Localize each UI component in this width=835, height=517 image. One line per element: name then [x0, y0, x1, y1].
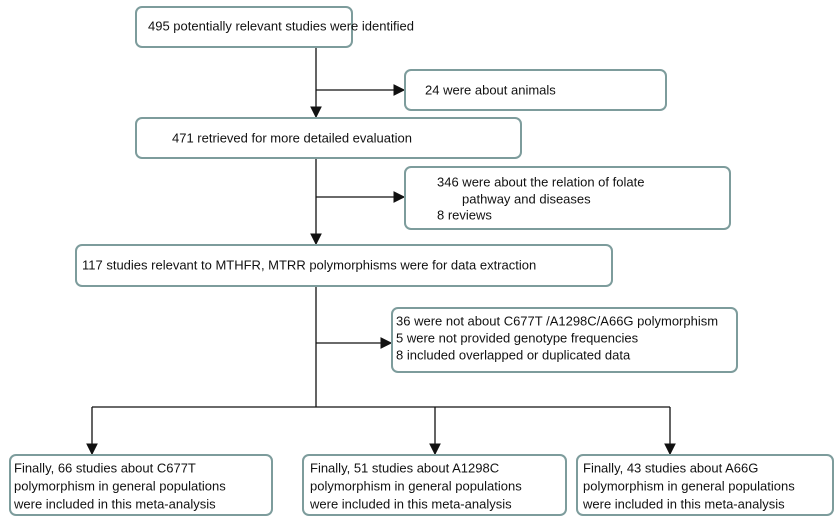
node-box — [302, 454, 567, 516]
node-text: 495 potentially relevant studies were id… — [148, 18, 414, 33]
node-box — [9, 454, 273, 516]
node-text: 346 were about the relation of folate — [437, 174, 644, 189]
node-text: 117 studies relevant to MTHFR, MTRR poly… — [82, 257, 536, 272]
node-text: were included in this meta-analysis — [582, 496, 785, 511]
node-text: 5 were not provided genotype frequencies — [396, 330, 639, 345]
node-box — [75, 244, 613, 287]
node-box — [135, 117, 522, 159]
node-text: 471 retrieved for more detailed evaluati… — [172, 130, 412, 145]
node-text: were included in this meta-analysis — [309, 496, 512, 511]
node-box — [135, 6, 353, 48]
node-text: Finally, 66 studies about C677T — [14, 460, 196, 475]
connectors — [86, 47, 676, 456]
node-text: polymorphism in general populations — [14, 478, 226, 493]
node-text: pathway and diseases — [462, 191, 591, 206]
node-text: polymorphism in general populations — [310, 478, 522, 493]
node-box — [576, 454, 834, 516]
node-text: 36 were not about C677T /A1298C/A66G pol… — [396, 313, 718, 328]
node-text: 8 reviews — [437, 207, 492, 222]
node-text: Finally, 43 studies about A66G — [583, 460, 758, 475]
node-box — [404, 69, 667, 111]
node-box — [404, 166, 731, 230]
node-text: 24 were about animals — [425, 82, 556, 97]
node-box — [391, 307, 738, 373]
node-text: 8 included overlapped or duplicated data — [396, 347, 631, 362]
node-text: were included in this meta-analysis — [13, 496, 216, 511]
boxes: 495 potentially relevant studies were id… — [9, 6, 834, 516]
node-text: polymorphism in general populations — [583, 478, 795, 493]
node-text: Finally, 51 studies about A1298C — [310, 460, 499, 475]
